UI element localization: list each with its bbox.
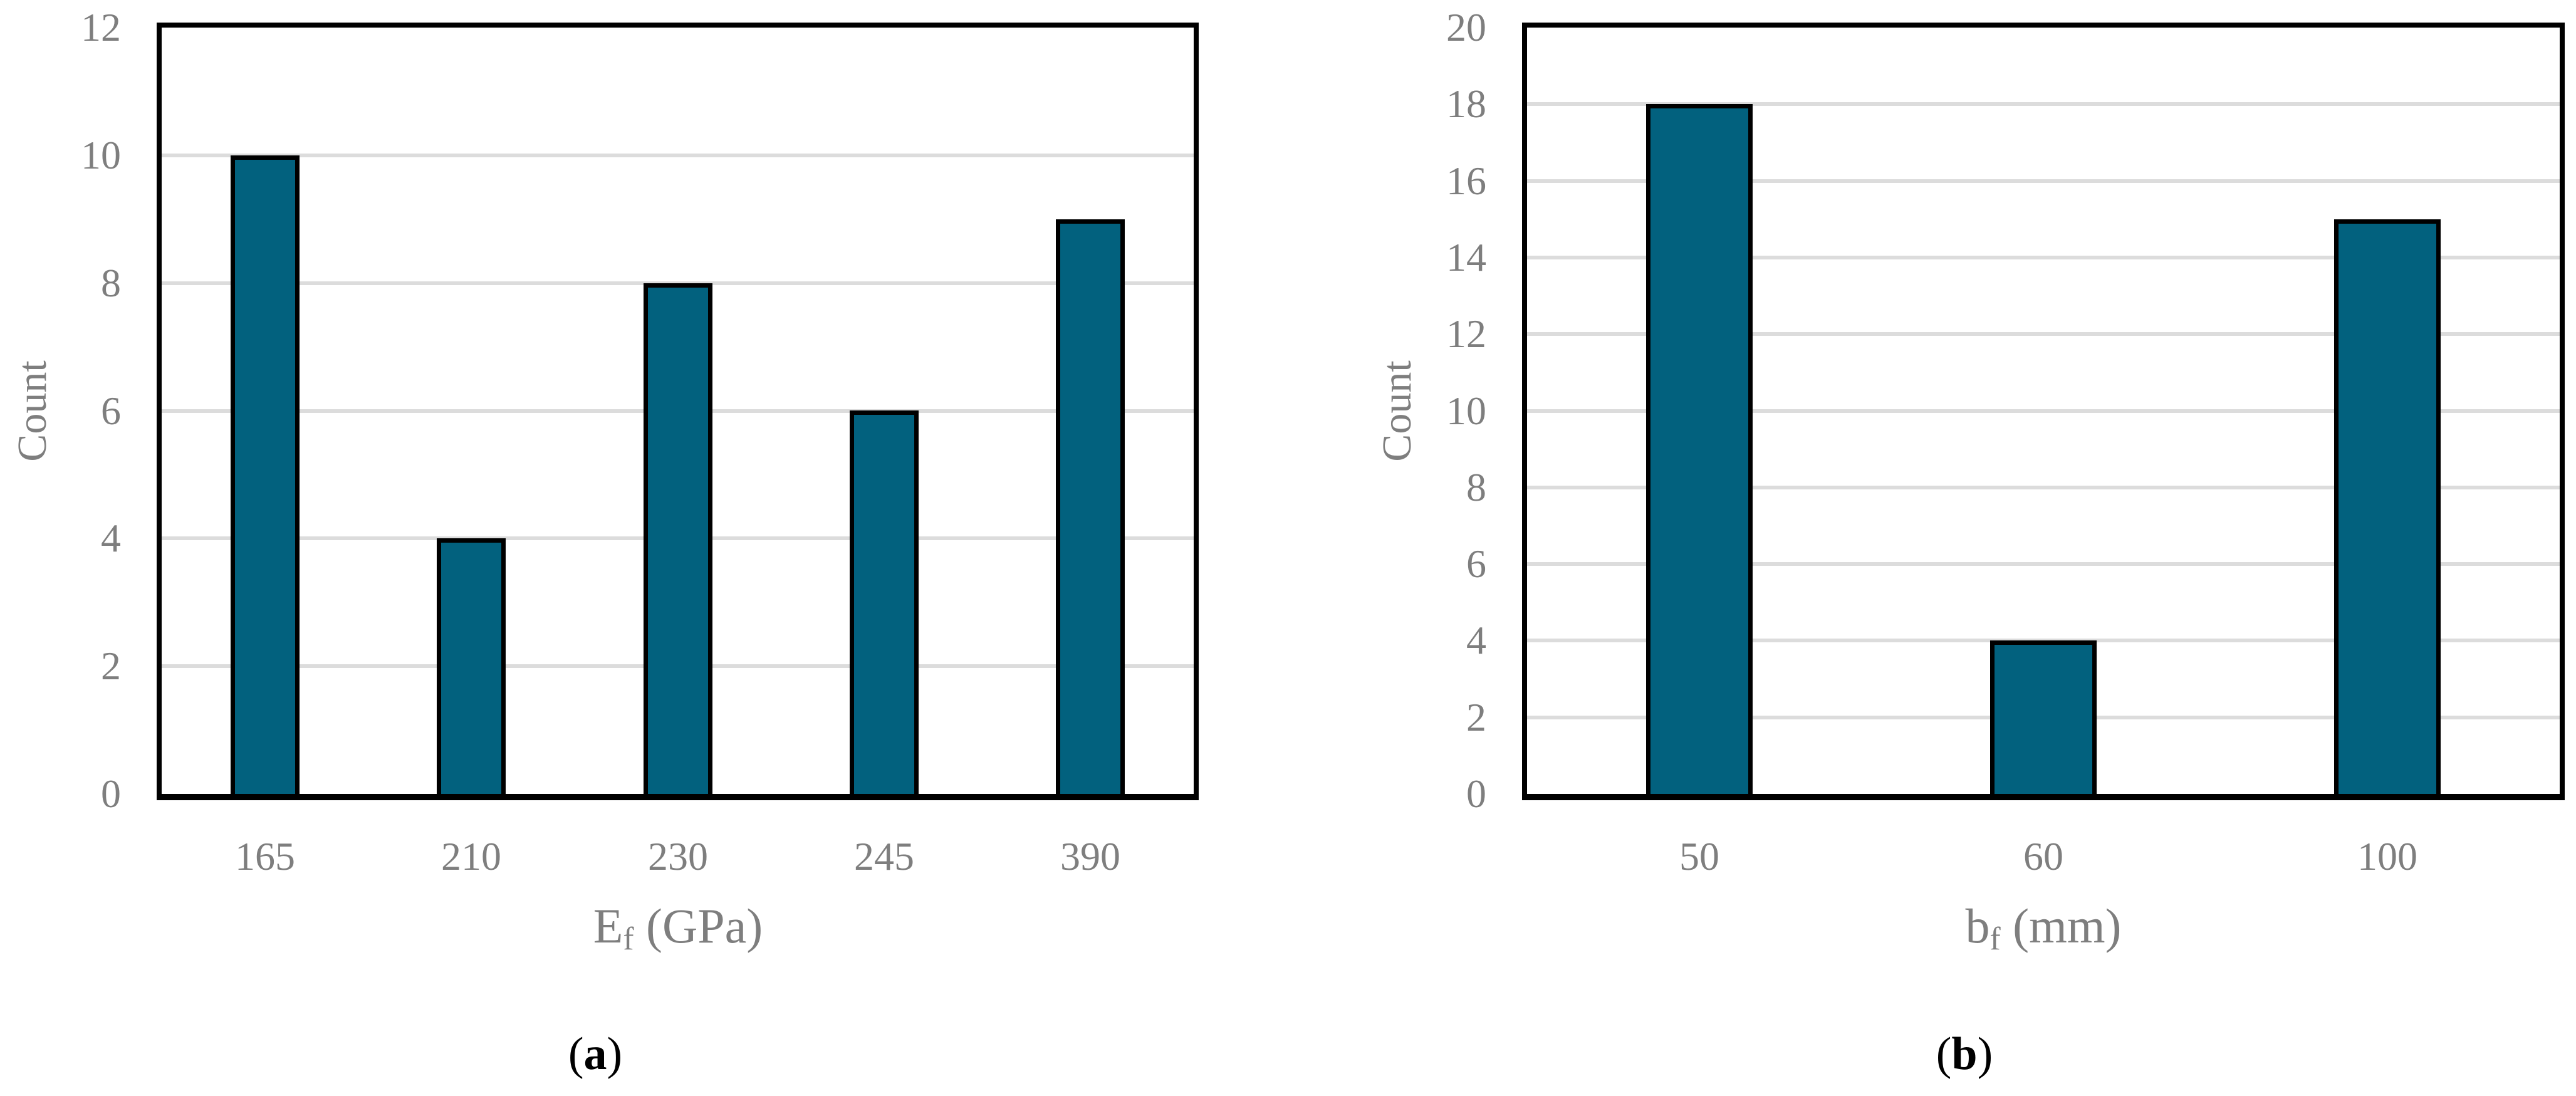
bar-60 [1990,640,2097,794]
caption-letter: a [583,1028,607,1080]
x-axis-title-unit: (mm) [2000,899,2122,953]
bar-245 [850,410,919,794]
bar-390 [1056,219,1125,794]
plot-area [1522,23,2565,800]
gridline [1527,485,2560,489]
caption-paren-close: ) [1977,1028,1993,1080]
x-axis-title-subscript: f [623,921,634,958]
x-axis-title-subscript: f [1989,921,2001,958]
gridline [1527,255,2560,259]
caption-paren-open: ( [1936,1028,1952,1080]
y-tick-label: 2 [101,644,121,688]
y-tick-label: 4 [1466,618,1486,662]
y-tick-label: 10 [1446,389,1486,433]
x-tick-label: 390 [1060,834,1120,879]
y-axis-tick-labels: 0 2 4 6 8 10 12 [8,5,121,816]
caption-letter: b [1951,1028,1978,1080]
x-tick-label: 100 [2357,834,2417,879]
x-tick-label: 60 [2023,834,2063,879]
caption-paren-open: ( [568,1028,584,1080]
bar-100 [2334,219,2441,794]
y-axis-tick-labels: 0 2 4 6 8 10 12 14 16 18 20 [1374,5,1486,816]
gridline [1527,102,2560,107]
y-tick-label: 6 [101,389,121,433]
gridline [1527,409,2560,413]
plot-area [157,23,1199,800]
x-tick-label: 165 [235,834,295,879]
x-axis-tick-labels: 50 60 100 [1527,828,2560,885]
y-tick-label: 0 [101,771,121,816]
panel-caption: (a) [345,1023,846,1085]
gridline [1527,332,2560,337]
bar-230 [644,283,712,794]
x-tick-label: 245 [854,834,914,879]
x-tick-label: 50 [1679,834,1719,879]
y-tick-label: 14 [1446,235,1486,279]
bar-165 [231,155,300,794]
y-tick-label: 16 [1446,159,1486,203]
x-axis-title-unit: (GPa) [634,899,763,953]
caption-paren-close: ) [607,1028,623,1080]
gridline [1527,562,2560,566]
y-tick-label: 18 [1446,81,1486,126]
y-tick-label: 10 [81,133,121,177]
y-tick-label: 4 [101,516,121,560]
x-axis-title: bf (mm) [1730,889,2357,964]
gridline [162,281,1194,285]
x-axis-title-symbol: E [593,899,623,953]
gridline [1527,179,2560,183]
bar-50 [1646,104,1753,794]
y-tick-label: 6 [1466,541,1486,586]
x-axis-title-symbol: b [1965,899,1990,953]
y-tick-label: 0 [1466,771,1486,816]
gridline [162,153,1194,157]
y-tick-label: 2 [1466,695,1486,739]
x-tick-label: 210 [441,834,501,879]
y-tick-label: 8 [1466,465,1486,509]
y-tick-label: 8 [101,261,121,305]
x-axis-tick-labels: 165 210 230 245 390 [162,828,1194,885]
x-tick-label: 230 [648,834,708,879]
panel-caption: (b) [1714,1023,2215,1085]
y-tick-label: 20 [1446,5,1486,50]
bar-210 [437,538,506,794]
y-tick-label: 12 [81,5,121,50]
x-axis-title: Ef (GPa) [365,889,991,964]
y-tick-label: 12 [1446,311,1486,356]
